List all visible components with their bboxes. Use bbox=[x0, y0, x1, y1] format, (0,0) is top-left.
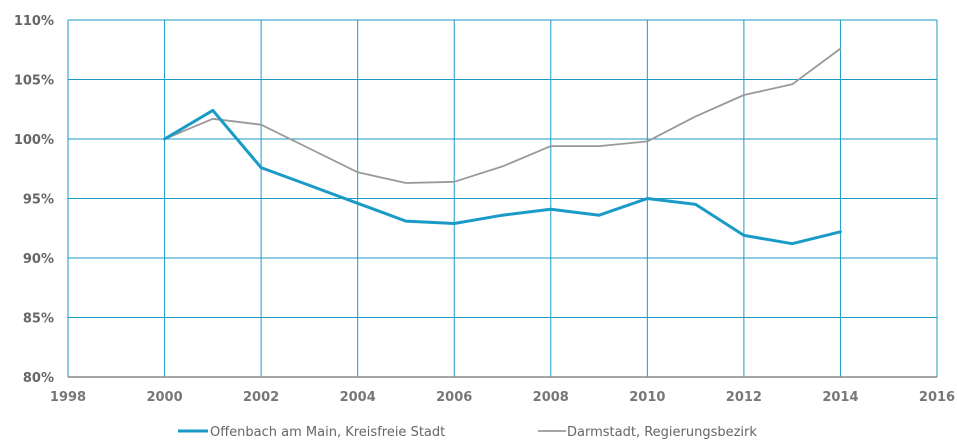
x-tick-label: 2014 bbox=[822, 390, 858, 405]
y-tick-label: 100% bbox=[14, 133, 54, 148]
x-tick-label: 2016 bbox=[919, 390, 955, 405]
legend-label-1: Darmstadt, Regierungsbezirk bbox=[567, 425, 757, 440]
y-axis-ticks: 80% 85% 90% 95% 100% 105% 110% bbox=[14, 14, 54, 386]
y-tick-label: 80% bbox=[23, 371, 54, 386]
x-tick-label: 2010 bbox=[629, 390, 665, 405]
x-tick-label: 2004 bbox=[340, 390, 376, 405]
y-tick-label: 90% bbox=[23, 252, 54, 267]
x-tick-label: 1998 bbox=[50, 390, 86, 405]
legend-label-0: Offenbach am Main, Kreisfreie Stadt bbox=[210, 425, 445, 440]
y-tick-label: 95% bbox=[23, 193, 54, 208]
x-tick-label: 2008 bbox=[533, 390, 569, 405]
y-tick-label: 85% bbox=[23, 312, 54, 327]
x-tick-label: 2000 bbox=[146, 390, 182, 405]
series-line-1 bbox=[163, 47, 842, 184]
y-tick-label: 105% bbox=[14, 74, 54, 89]
x-tick-label: 2012 bbox=[726, 390, 762, 405]
grid bbox=[67, 19, 938, 378]
legend: Offenbach am Main, Kreisfreie Stadt Darms… bbox=[178, 425, 757, 440]
x-axis-ticks: 1998 2000 2002 2004 2006 2008 2010 2012 2014 2016 bbox=[50, 390, 955, 405]
series-lines bbox=[163, 47, 842, 246]
x-tick-label: 2006 bbox=[436, 390, 472, 405]
y-tick-label: 110% bbox=[14, 14, 54, 29]
series-line-0 bbox=[163, 108, 842, 246]
x-tick-label: 2002 bbox=[243, 390, 279, 405]
